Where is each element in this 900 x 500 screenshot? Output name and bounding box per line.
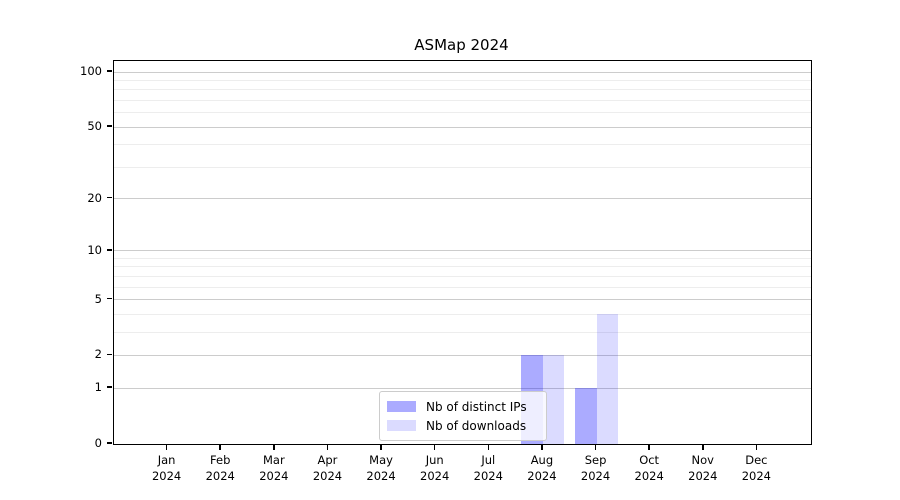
legend-label-downloads: Nb of downloads [426, 418, 527, 433]
gridline-major-5 [114, 299, 811, 301]
gridline-minor-4 [114, 313, 811, 315]
y-tick-label-2: 2 [94, 347, 102, 362]
gridline-major-50 [114, 126, 811, 128]
gridline-minor-70 [114, 100, 811, 102]
bar-aug-downloads [542, 355, 565, 444]
y-tick-label-5: 5 [94, 291, 102, 306]
x-tick-label-sep: Sep 2024 [580, 453, 611, 483]
x-tick-mark-jun [433, 444, 436, 450]
gridline-minor-90 [114, 80, 811, 82]
gridline-major-10 [114, 250, 811, 252]
x-tick-mark-oct [648, 444, 650, 450]
gridline-major-2 [114, 354, 811, 356]
x-tick-label-jul: Jul 2024 [473, 453, 503, 483]
x-tick-mark-sep [594, 444, 597, 450]
x-tick-label-mar: Mar 2024 [259, 453, 289, 483]
legend-swatch-distinct-ips [387, 401, 416, 412]
gridline-major-20 [114, 198, 811, 200]
gridline-minor-30 [114, 166, 811, 168]
y-tick-mark-2 [106, 353, 112, 356]
y-tick-label-0: 0 [94, 436, 102, 450]
gridline-major-100 [114, 71, 811, 73]
x-tick-label-nov: Nov 2024 [688, 453, 718, 483]
legend-swatch-downloads [387, 420, 416, 431]
legend-item-distinct-ips: Nb of distinct IPs [387, 397, 538, 416]
x-tick-label-may: May 2024 [366, 453, 396, 483]
legend-label-distinct-ips: Nb of distinct IPs [426, 399, 527, 414]
gridline-minor-7 [114, 275, 811, 277]
bar-sep-downloads [596, 314, 618, 444]
y-tick-label-100: 100 [80, 64, 102, 79]
x-tick-label-jan: Jan 2024 [151, 453, 182, 483]
y-tick-mark-10 [106, 249, 112, 251]
y-tick-mark-0 [106, 442, 112, 444]
gridline-minor-6 [114, 286, 811, 288]
gridline-minor-8 [114, 266, 811, 268]
x-tick-mark-mar [273, 444, 275, 450]
gridline-major-1 [114, 387, 811, 389]
y-tick-label-1: 1 [94, 380, 102, 395]
y-tick-label-10: 10 [87, 242, 102, 257]
plot-area: Nb of distinct IPs Nb of downloads [113, 60, 812, 445]
y-tick-mark-100 [106, 70, 112, 72]
gridline-minor-80 [114, 89, 811, 91]
y-tick-mark-1 [106, 386, 112, 388]
x-tick-mark-may [380, 444, 382, 450]
gridline-minor-9 [114, 257, 811, 259]
x-tick-mark-aug [541, 444, 543, 450]
x-tick-mark-jan [165, 444, 168, 450]
x-tick-mark-feb [219, 444, 221, 450]
x-tick-label-oct: Oct 2024 [634, 453, 664, 483]
x-tick-label-feb: Feb 2024 [205, 453, 235, 483]
gridline-minor-3 [114, 331, 811, 333]
y-tick-label-50: 50 [87, 119, 102, 134]
y-tick-mark-5 [106, 297, 112, 300]
x-tick-mark-jul [487, 444, 490, 450]
x-tick-label-apr: Apr 2024 [312, 453, 343, 483]
gridline-minor-60 [114, 112, 811, 114]
x-tick-mark-apr [326, 444, 329, 450]
legend: Nb of distinct IPs Nb of downloads [379, 391, 547, 441]
y-tick-mark-50 [106, 125, 112, 127]
gridline-minor-40 [114, 144, 811, 146]
legend-item-downloads: Nb of downloads [387, 416, 538, 435]
x-tick-label-aug: Aug 2024 [527, 453, 557, 483]
x-tick-mark-nov [702, 444, 704, 450]
y-tick-label-20: 20 [87, 190, 102, 205]
x-tick-label-jun: Jun 2024 [420, 453, 450, 483]
bar-sep-distinct_ips [575, 388, 597, 444]
x-tick-label-dec: Dec 2024 [741, 453, 772, 483]
y-tick-mark-20 [106, 196, 112, 199]
chart-title: ASMap 2024 [414, 36, 509, 54]
x-tick-mark-dec [755, 444, 758, 450]
